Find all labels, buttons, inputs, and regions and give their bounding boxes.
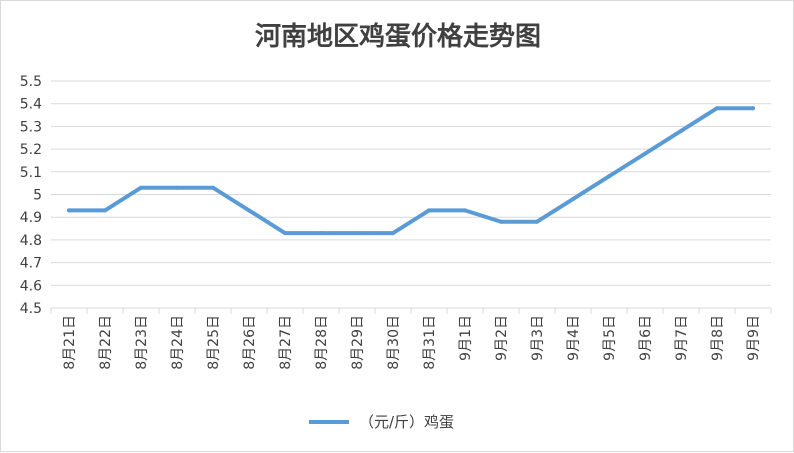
- y-tick-label: 5.1: [20, 165, 42, 181]
- data-point: [67, 208, 71, 213]
- data-point: [427, 208, 431, 213]
- x-tick-label: 9月7日: [674, 315, 690, 361]
- y-tick-label: 5.4: [20, 97, 42, 113]
- y-tick-label: 5.3: [20, 119, 42, 135]
- data-point: [247, 208, 251, 213]
- data-point: [571, 197, 575, 202]
- chart-title: 河南地区鸡蛋价格走势图: [255, 21, 541, 52]
- x-tick-label: 9月2日: [494, 315, 510, 361]
- data-point: [355, 231, 359, 236]
- data-point: [391, 231, 395, 236]
- x-tick-label: 9月5日: [602, 315, 618, 361]
- x-tick-label: 9月9日: [746, 315, 762, 361]
- data-point: [751, 106, 755, 111]
- y-axis-ticks: 4.5 4.6 4.7 4.8 4.9 5 5.1 5.2 5.3 5.4 5.5: [20, 74, 42, 317]
- data-point: [463, 208, 467, 213]
- series-line: [67, 106, 755, 236]
- y-tick-label: 4.5: [20, 301, 42, 317]
- data-point: [643, 151, 647, 156]
- legend: （元/斤）鸡蛋: [309, 413, 454, 431]
- x-tick-label: 8月21日: [62, 315, 78, 370]
- x-axis-ticks: 8月21日 8月22日 8月23日 8月24日 8月25日 8月26日 8月27日 8月28日…: [50, 308, 772, 370]
- data-point: [175, 185, 179, 190]
- x-tick-label: 9月1日: [458, 315, 474, 361]
- y-tick-label: 5: [33, 188, 42, 204]
- data-point: [535, 219, 539, 224]
- y-tick-label: 5.2: [20, 142, 42, 158]
- x-tick-label: 8月25日: [206, 315, 222, 370]
- x-tick-label: 8月29日: [350, 315, 366, 370]
- legend-label: （元/斤）鸡蛋: [359, 413, 454, 431]
- x-tick-label: 9月4日: [566, 315, 582, 361]
- x-tick-label: 8月22日: [98, 315, 114, 370]
- data-point: [103, 208, 107, 213]
- y-tick-label: 4.8: [20, 233, 42, 249]
- x-tick-label: 8月28日: [314, 315, 330, 370]
- x-tick-label: 9月3日: [530, 315, 546, 361]
- data-point: [139, 185, 143, 190]
- y-tick-label: 4.6: [20, 278, 42, 294]
- x-tick-label: 9月8日: [710, 315, 726, 361]
- gridlines: [51, 80, 771, 309]
- series-layer: [67, 106, 755, 236]
- data-point: [319, 231, 323, 236]
- x-tick-label: 8月27日: [278, 315, 294, 370]
- x-tick-label: 9月6日: [638, 315, 654, 361]
- y-tick-label: 5.5: [20, 74, 42, 90]
- x-tick-label: 8月30日: [386, 315, 402, 370]
- y-tick-label: 4.7: [20, 256, 42, 272]
- x-tick-label: 8月31日: [422, 315, 438, 370]
- data-point: [283, 231, 287, 236]
- data-point: [211, 185, 215, 190]
- data-point: [679, 128, 683, 133]
- data-point: [607, 174, 611, 179]
- x-tick-label: 8月24日: [170, 315, 186, 370]
- y-tick-label: 4.9: [20, 210, 42, 226]
- data-point: [715, 106, 719, 111]
- x-tick-label: 8月26日: [242, 315, 258, 370]
- data-point: [499, 219, 503, 224]
- x-tick-label: 8月23日: [134, 315, 150, 370]
